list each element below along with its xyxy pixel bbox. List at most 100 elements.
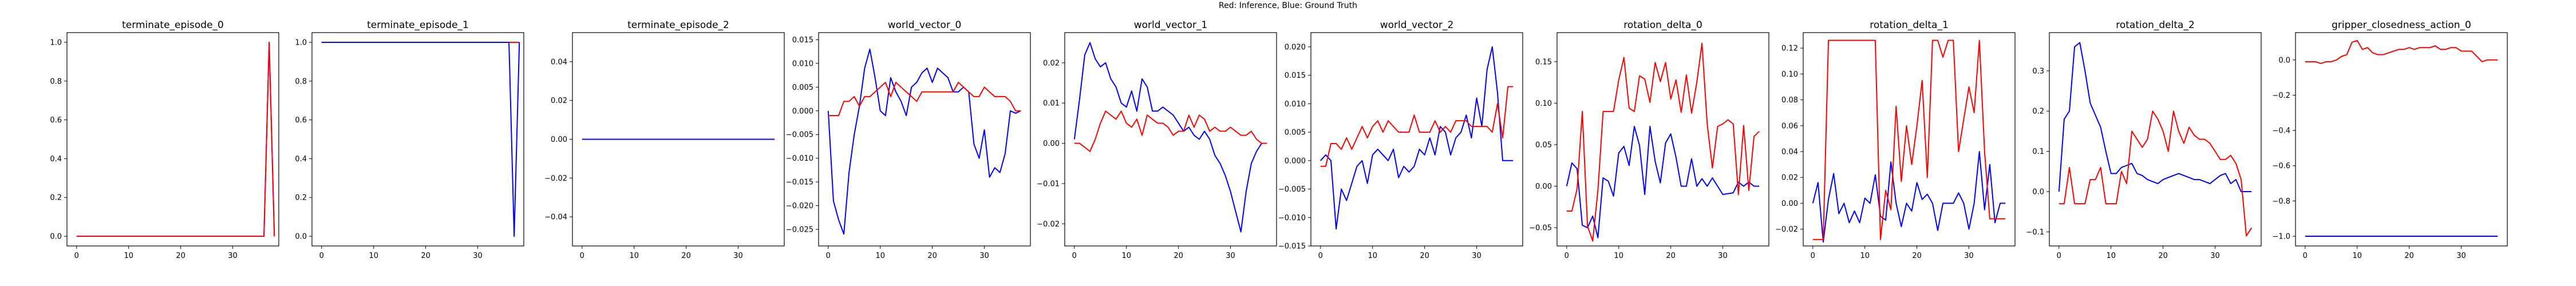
y-tick-label: 0.4 xyxy=(50,155,62,164)
y-tick-label: 0.8 xyxy=(50,77,62,86)
x-tick-label: 20 xyxy=(421,252,430,260)
y-tick-label: −0.015 xyxy=(786,178,813,187)
chart-title: world_vector_2 xyxy=(1380,19,1454,31)
x-tick-label: 10 xyxy=(1860,252,1870,260)
x-tick-label: 10 xyxy=(1368,252,1377,260)
x-tick-label: 0 xyxy=(2303,252,2308,260)
x-tick-label: 30 xyxy=(733,252,743,260)
x-tick-label: 10 xyxy=(1121,252,1131,260)
y-tick-label: 0.15 xyxy=(1535,58,1552,66)
y-tick-label: −0.8 xyxy=(2272,197,2290,206)
x-tick-label: 0 xyxy=(1564,252,1569,260)
y-tick-label: 0.000 xyxy=(792,107,813,116)
x-tick-label: 30 xyxy=(473,252,483,260)
ground-truth-series-line xyxy=(1566,126,1760,239)
chart-title: rotation_delta_1 xyxy=(1870,19,1949,31)
plot-frame xyxy=(1803,32,2016,247)
y-tick-label: 0.000 xyxy=(1285,157,1306,165)
x-tick-label: 0 xyxy=(1318,252,1323,260)
chart-title: terminate_episode_2 xyxy=(627,19,729,31)
inference-series-line xyxy=(1566,42,1760,242)
y-tick-label: 0.8 xyxy=(295,77,307,86)
x-tick-label: 10 xyxy=(2352,252,2362,260)
y-tick-label: −0.015 xyxy=(1278,243,1306,251)
inference-series-line xyxy=(1320,86,1514,167)
inference-series-line xyxy=(76,41,275,237)
y-tick-label: −0.020 xyxy=(786,202,813,210)
ground-truth-series-line xyxy=(827,49,1021,235)
y-tick-label: 0.1 xyxy=(2032,148,2044,156)
y-tick-label: 0.0 xyxy=(2278,56,2290,65)
chart-title: rotation_delta_0 xyxy=(1623,19,1702,31)
y-tick-label: 0.12 xyxy=(1781,45,1798,53)
plot-frame xyxy=(311,32,524,247)
plot-frame xyxy=(2295,32,2508,247)
plot-frame xyxy=(1064,32,1277,247)
inference-series-line xyxy=(2305,39,2498,64)
y-tick-label: −0.005 xyxy=(1278,185,1306,194)
y-tick-label: −0.005 xyxy=(786,131,813,140)
x-tick-label: 10 xyxy=(369,252,378,260)
x-tick-label: 0 xyxy=(74,252,79,260)
y-tick-label: 0.015 xyxy=(792,36,813,45)
inference-series-line xyxy=(828,82,1021,117)
y-tick-label: 0.020 xyxy=(1285,43,1306,51)
y-tick-label: 0.00 xyxy=(1535,182,1552,191)
x-tick-label: 0 xyxy=(826,252,831,260)
x-tick-label: 20 xyxy=(1666,252,1676,260)
y-tick-label: 0.4 xyxy=(295,155,307,164)
y-tick-label: 0.08 xyxy=(1781,96,1798,105)
y-tick-label: −0.2 xyxy=(2272,92,2290,100)
x-tick-label: 10 xyxy=(629,252,639,260)
y-tick-label: 0.010 xyxy=(1285,100,1306,109)
plot-frame xyxy=(2049,32,2262,247)
x-tick-label: 10 xyxy=(1614,252,1623,260)
y-tick-label: 1.0 xyxy=(50,38,62,47)
ground-truth-series-line xyxy=(1812,150,2006,243)
x-tick-label: 10 xyxy=(875,252,885,260)
y-tick-label: 0.04 xyxy=(551,58,567,66)
chart-title: gripper_closedness_action_0 xyxy=(2332,19,2471,31)
x-tick-label: 30 xyxy=(2210,252,2220,260)
x-tick-label: 30 xyxy=(1226,252,1235,260)
y-tick-label: 0.2 xyxy=(295,194,307,202)
x-tick-label: 30 xyxy=(1718,252,1728,260)
chart-title: terminate_episode_0 xyxy=(122,19,224,31)
x-tick-label: 20 xyxy=(1912,252,1922,260)
x-tick-label: 20 xyxy=(1420,252,1429,260)
y-tick-label: 0.005 xyxy=(792,84,813,92)
y-tick-label: −0.02 xyxy=(544,174,567,183)
x-tick-label: 20 xyxy=(681,252,691,260)
plot-frame xyxy=(818,32,1031,247)
inference-series-line xyxy=(1074,110,1267,152)
y-tick-label: 0.2 xyxy=(2032,108,2044,116)
y-tick-label: 0.010 xyxy=(792,59,813,68)
x-tick-label: 0 xyxy=(580,252,584,260)
y-tick-label: −0.6 xyxy=(2272,162,2290,170)
y-tick-label: −1.0 xyxy=(2272,233,2290,241)
x-tick-label: 20 xyxy=(2158,252,2168,260)
x-tick-label: 0 xyxy=(1072,252,1077,260)
x-tick-label: 30 xyxy=(979,252,989,260)
y-tick-label: −0.02 xyxy=(1037,220,1060,229)
y-tick-label: 0.015 xyxy=(1285,72,1306,80)
y-tick-label: 0.0 xyxy=(50,233,62,241)
ground-truth-series-line xyxy=(76,41,275,237)
ground-truth-series-line xyxy=(2058,42,2252,192)
chart-title: world_vector_1 xyxy=(1134,19,1208,31)
y-tick-label: 0.02 xyxy=(1043,59,1060,67)
chart-title: world_vector_0 xyxy=(888,19,962,31)
x-tick-label: 20 xyxy=(1174,252,1183,260)
x-tick-label: 0 xyxy=(319,252,324,260)
y-tick-label: −0.010 xyxy=(786,154,813,163)
y-tick-label: −0.05 xyxy=(1529,224,1552,233)
y-tick-label: 0.0 xyxy=(2032,188,2044,196)
ground-truth-series-line xyxy=(1320,46,1514,230)
x-tick-label: 0 xyxy=(2057,252,2061,260)
y-tick-label: −0.01 xyxy=(1037,180,1060,188)
x-tick-label: 10 xyxy=(2106,252,2116,260)
y-tick-label: −0.4 xyxy=(2272,127,2290,136)
y-tick-label: 0.0 xyxy=(295,233,307,241)
x-tick-label: 20 xyxy=(176,252,185,260)
